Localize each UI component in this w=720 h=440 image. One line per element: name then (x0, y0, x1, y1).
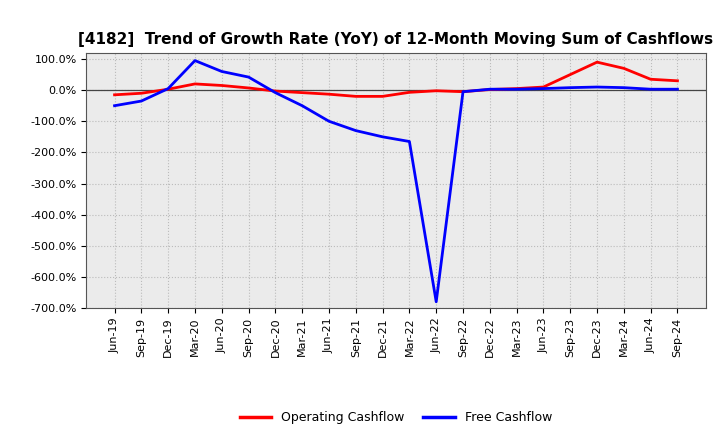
Title: [4182]  Trend of Growth Rate (YoY) of 12-Month Moving Sum of Cashflows: [4182] Trend of Growth Rate (YoY) of 12-… (78, 33, 714, 48)
Legend: Operating Cashflow, Free Cashflow: Operating Cashflow, Free Cashflow (235, 407, 557, 429)
